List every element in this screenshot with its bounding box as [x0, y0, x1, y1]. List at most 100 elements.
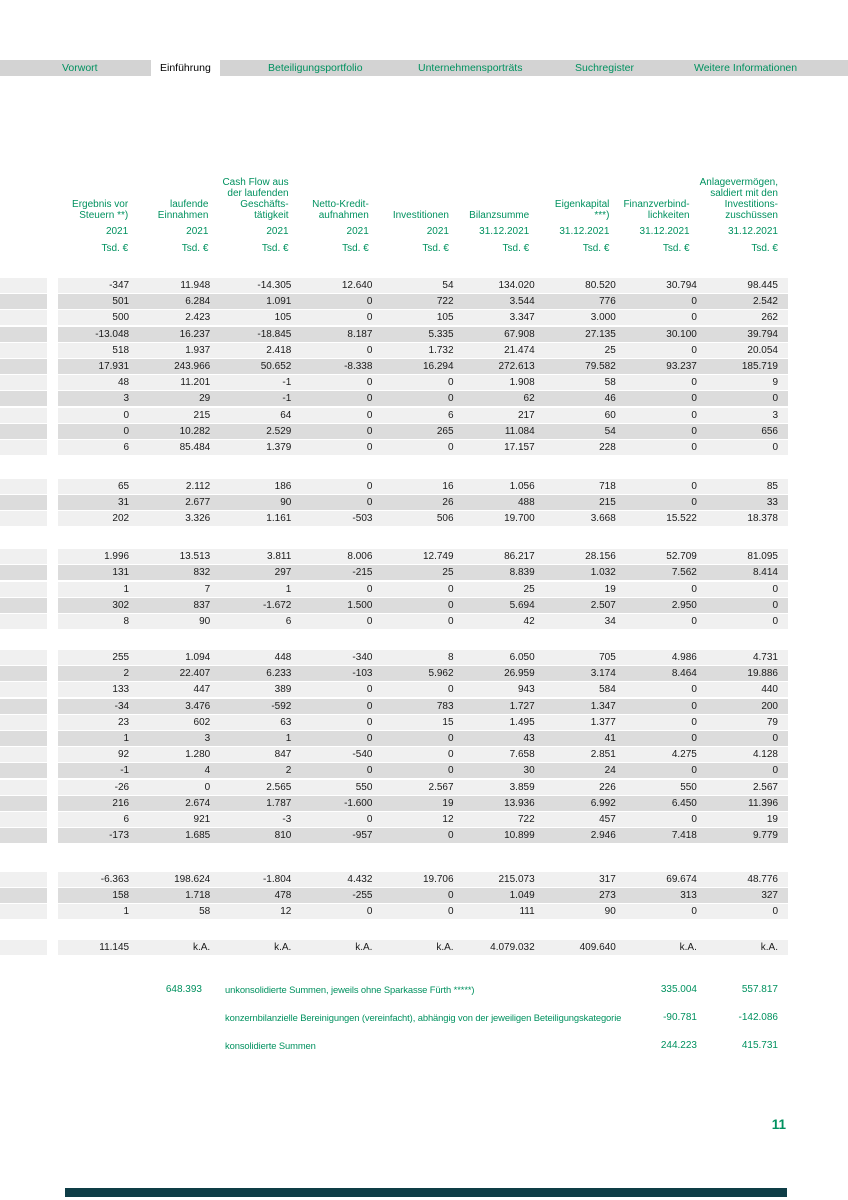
table-row: 3 29 -1 0 0 62 46 0 0: [0, 391, 788, 407]
data-cell: 0: [123, 409, 130, 421]
row-gap: [47, 811, 58, 827]
column-header-9: Anlagevermögen, saldiert mit den Investiti…: [700, 168, 788, 254]
row-gap: [47, 682, 58, 698]
data-cell: 409.640: [579, 942, 616, 954]
column-header-6: Bilanzsumme 31.12.2021 Tsd. €: [459, 168, 539, 254]
data-cell: -1: [120, 765, 130, 777]
data-cell: 48: [117, 377, 130, 389]
row-left-strip: [0, 682, 47, 698]
row-gap: [47, 597, 58, 613]
top-navigation-bar: Vorwort Einführung Beteiligungsportfolio Un…: [0, 60, 848, 76]
data-cell: 0: [447, 393, 454, 405]
row-cells: 2 22.407 6.233 -103 5.962 26.959 3.174 8.464 19.…: [58, 666, 788, 682]
data-cell: 8.006: [347, 551, 373, 563]
column-unit: Tsd. €: [181, 243, 209, 254]
data-cell: 3.000: [590, 312, 616, 324]
row-left-strip: [0, 310, 47, 326]
table-row: -26 0 2.565 550 2.567 3.859 226 550 2.567: [0, 779, 788, 795]
data-cell: 0: [366, 296, 373, 308]
nav-item-vorwort[interactable]: Vorwort: [62, 62, 98, 74]
data-cell: 8: [123, 616, 130, 627]
table-row: 216 2.674 1.787 -1.600 19 13.936 6.992 6.450 11.…: [0, 795, 788, 811]
data-cell: 518: [112, 344, 130, 356]
data-cell: 4.079.032: [490, 942, 535, 954]
data-cell: 0: [691, 700, 697, 712]
data-cell: 6.450: [671, 797, 697, 809]
column-period: 2021: [426, 226, 449, 237]
column-unit: Tsd. €: [502, 243, 530, 254]
data-cell: 8.414: [752, 567, 778, 579]
nav-item-beteiligungsportfolio[interactable]: Beteiligungsportfolio: [268, 62, 363, 74]
nav-item-einf-hrung[interactable]: Einführung: [151, 60, 220, 76]
data-cell: 3.544: [509, 296, 535, 308]
data-cell: -340: [352, 652, 373, 663]
data-cell: 81.095: [747, 551, 778, 563]
data-cell: 0: [447, 890, 454, 902]
row-gap: [47, 828, 58, 844]
data-cell: 1: [285, 583, 292, 595]
data-cell: 500: [112, 312, 130, 324]
row-left-strip: [0, 597, 47, 613]
data-cell: -173: [109, 830, 130, 842]
column-header-2: laufende Einnahmen 2021 Tsd. €: [138, 168, 218, 254]
data-cell: 1.091: [266, 296, 292, 308]
column-unit: Tsd. €: [101, 243, 129, 254]
data-cell: 457: [599, 813, 616, 825]
table-row: 6 85.484 1.379 0 0 17.157 228 0 0: [0, 439, 788, 455]
data-cell: 215.073: [498, 874, 535, 886]
data-cell: 1.908: [509, 377, 535, 389]
row-left-strip: [0, 904, 47, 920]
row-gap: [47, 310, 58, 326]
nav-item-weitere-informationen[interactable]: Weitere Informationen: [694, 62, 798, 74]
row-cells: 302 837 -1.672 1.500 0 5.694 2.507 2.950 0: [58, 597, 788, 613]
row-left-strip: [0, 565, 47, 581]
data-cell: 25: [523, 583, 535, 595]
column-label: Investitionen: [392, 210, 449, 221]
data-cell: 1.996: [104, 551, 130, 563]
data-cell: 62: [523, 393, 535, 405]
row-cells: 255 1.094 448 -340 8 6.050 705 4.986 4.731: [58, 650, 788, 665]
data-cell: -13.048: [95, 328, 130, 340]
row-gap: [47, 511, 58, 527]
data-cell: 0: [691, 480, 697, 492]
data-cell: -215: [352, 567, 373, 579]
data-cell: -1: [282, 377, 292, 389]
data-cell: k.A.: [679, 942, 697, 954]
table-row: 23 602 63 0 15 1.495 1.377 0 79: [0, 714, 788, 730]
data-cell: 1.732: [428, 344, 454, 356]
data-cell: 20.054: [747, 344, 778, 356]
data-cell: 65: [117, 480, 130, 492]
data-cell: 0: [366, 312, 373, 324]
nav-item-suchregister[interactable]: Suchregister: [575, 62, 634, 74]
row-cells: 518 1.937 2.418 0 1.732 21.474 25 0 20.054: [58, 342, 788, 358]
data-cell: 0: [366, 716, 373, 728]
data-cell: 226: [599, 781, 616, 793]
row-cells: 0 10.282 2.529 0 265 11.084 54 0 656: [58, 423, 788, 439]
data-cell: 4.432: [347, 874, 373, 886]
data-cell: 4.986: [671, 652, 697, 663]
data-cell: 41: [604, 732, 616, 744]
data-cell: 2.542: [752, 296, 778, 308]
row-gap: [47, 698, 58, 714]
row-cells: 92 1.280 847 -540 0 7.658 2.851 4.275 4.128: [58, 747, 788, 763]
data-cell: 488: [517, 497, 535, 509]
data-cell: 13.513: [179, 551, 211, 563]
data-cell: 217: [517, 409, 535, 421]
summary-value-anlagevermoegen: 415.731: [741, 1040, 778, 1051]
data-cell: 22.407: [179, 668, 211, 680]
data-cell: 30: [523, 765, 535, 777]
row-gap: [47, 342, 58, 358]
data-cell: 2.851: [590, 749, 616, 761]
data-cell: 0: [691, 684, 697, 696]
table-row: 17.931 243.966 50.652 -8.338 16.294 272.613 79…: [0, 358, 788, 374]
data-cell: 6: [447, 409, 454, 421]
data-cell: 16: [442, 480, 454, 492]
data-cell: 6: [123, 813, 130, 825]
data-cell: 4.128: [752, 749, 778, 761]
nav-item-unternehmensportr-ts[interactable]: Unternehmensporträts: [418, 62, 523, 74]
data-cell: 1.500: [347, 599, 373, 611]
data-cell: 10.282: [179, 425, 211, 437]
summary-row-2: konzernbilanzielle Bereinigungen (verein…: [0, 1010, 788, 1026]
column-label: Finanzverbind-lichkeiten: [623, 199, 690, 221]
row-left-strip: [0, 614, 47, 629]
